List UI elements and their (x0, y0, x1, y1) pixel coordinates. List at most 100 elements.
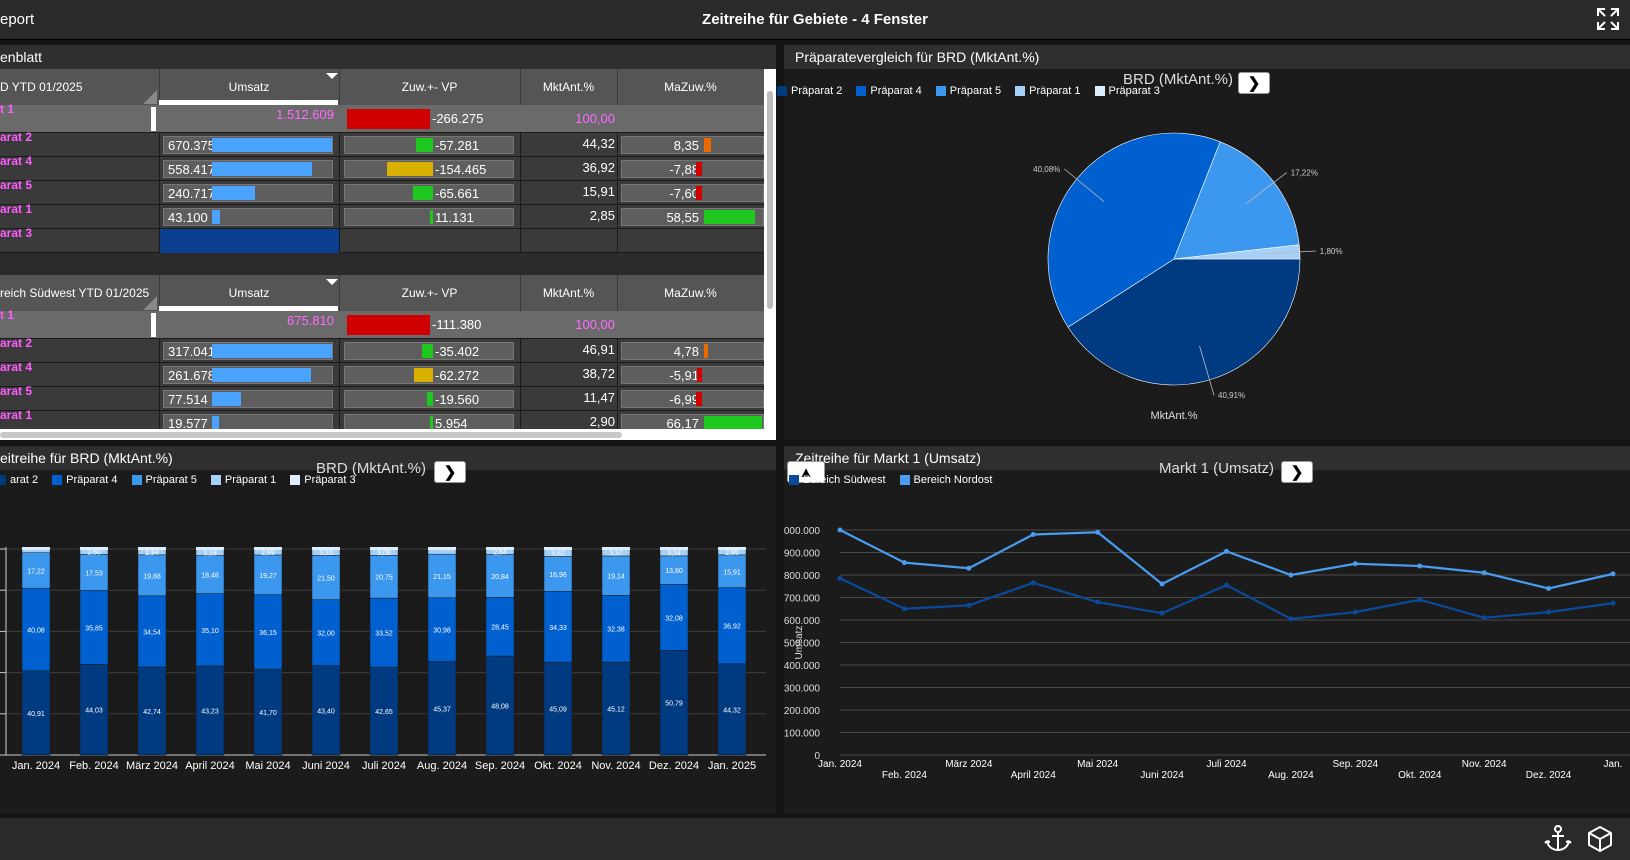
line-point[interactable] (1288, 572, 1294, 578)
line-point[interactable] (1030, 532, 1036, 537)
line-point[interactable] (966, 565, 972, 571)
next-chart-button[interactable]: ❯ (1238, 72, 1270, 94)
horizontal-scrollbar[interactable] (0, 429, 764, 440)
bar-segment[interactable] (369, 666, 399, 756)
next-chart-button[interactable]: ❯ (434, 461, 466, 483)
bar-segment[interactable] (659, 555, 689, 585)
bar-segment[interactable] (369, 597, 399, 668)
bar-segment[interactable] (717, 663, 747, 756)
legend-item[interactable]: Präparat 2 (777, 85, 842, 97)
bar-segment[interactable] (137, 595, 167, 668)
line-point[interactable] (1610, 600, 1616, 606)
column-header[interactable]: Zuw.+- VP (401, 286, 458, 300)
line-point[interactable] (1224, 548, 1229, 554)
scrollbar-thumb[interactable] (0, 432, 622, 438)
bar-segment[interactable] (485, 655, 515, 756)
cube-icon[interactable] (1585, 824, 1615, 854)
line-point[interactable] (1159, 581, 1165, 587)
line-point[interactable] (1224, 582, 1229, 588)
line-point[interactable] (1417, 563, 1423, 569)
bar-segment[interactable] (659, 584, 689, 651)
legend-item[interactable]: Bereich Südwest (789, 474, 886, 486)
scrollbar-thumb[interactable] (767, 91, 773, 309)
bar-segment[interactable] (137, 666, 167, 756)
dropdown-icon[interactable] (326, 73, 338, 79)
legend-item[interactable]: arat 2 (0, 474, 38, 486)
legend-item[interactable]: Präparat 1 (1015, 85, 1081, 97)
column-header[interactable]: MaZuw.% (664, 286, 717, 300)
line-point[interactable] (1417, 597, 1423, 603)
legend-item[interactable]: Präparat 3 (290, 474, 356, 486)
mazuw-bar (696, 392, 702, 406)
bar-segment[interactable] (79, 590, 109, 665)
bar-segment[interactable] (543, 556, 573, 592)
bar-segment[interactable] (253, 554, 283, 595)
bar-segment[interactable] (21, 670, 51, 756)
line-point[interactable] (1481, 615, 1487, 621)
line-point[interactable] (901, 560, 907, 566)
bar-segment[interactable] (659, 650, 689, 756)
anchor-icon[interactable] (1543, 824, 1573, 854)
legend-item[interactable]: Präparat 5 (131, 474, 197, 486)
bar-segment[interactable] (253, 594, 283, 670)
legend-item[interactable]: Präparat 4 (856, 85, 922, 97)
bar-segment[interactable] (21, 552, 51, 589)
column-header[interactable]: MktAnt.% (542, 80, 595, 94)
vertical-scrollbar[interactable] (764, 69, 776, 429)
bar-segment[interactable] (195, 593, 225, 667)
line-point[interactable] (1159, 610, 1165, 616)
corner-resize-handle[interactable] (143, 296, 157, 310)
umsatz-value: 675.810 (287, 313, 334, 328)
line-point[interactable] (1352, 609, 1358, 615)
line-point[interactable] (1546, 609, 1552, 615)
x-tick-label: Aug. 2024 (1268, 770, 1314, 781)
line-point[interactable] (1030, 580, 1036, 586)
panel-line-chart: Zeitreihe für Markt 1 (Umsatz) ▲ Markt 1… (784, 446, 1630, 814)
column-header[interactable]: Umsatz (228, 80, 270, 94)
dropdown-icon[interactable] (326, 279, 338, 285)
legend-item[interactable]: Präparat 1 (210, 474, 276, 486)
bar-segment[interactable] (79, 664, 109, 756)
legend-item[interactable]: Bereich Nordost (899, 474, 992, 486)
bar-segment[interactable] (21, 587, 51, 671)
row-marker (151, 313, 156, 337)
bar-segment[interactable] (543, 661, 573, 756)
line-point[interactable] (837, 575, 843, 581)
column-header[interactable]: Umsatz (228, 286, 270, 300)
bar-segment[interactable] (253, 668, 283, 756)
fullscreen-icon[interactable] (1596, 7, 1620, 31)
corner-resize-handle[interactable] (143, 90, 157, 104)
bar-segment[interactable] (137, 554, 167, 597)
legend-item[interactable]: Präparat 4 (52, 474, 118, 486)
column-header[interactable]: MaZuw.% (664, 80, 717, 94)
panel-title: Zeitreihe für Markt 1 (Umsatz) (795, 450, 981, 466)
line-point[interactable] (837, 527, 843, 533)
line-point[interactable] (1546, 586, 1552, 591)
bar-segment[interactable] (485, 597, 515, 657)
bar-segment[interactable] (717, 554, 747, 588)
column-header[interactable]: Zuw.+- VP (401, 80, 458, 94)
line-point[interactable] (1610, 571, 1616, 577)
next-chart-button[interactable]: ❯ (1281, 461, 1313, 483)
line-point[interactable] (1352, 561, 1358, 567)
line-point[interactable] (1095, 599, 1101, 605)
bar-segment[interactable] (601, 595, 631, 663)
legend-item[interactable]: Präparat 3 (1094, 85, 1160, 97)
line-point[interactable] (1288, 616, 1294, 622)
line-series[interactable] (839, 529, 1614, 590)
line-point[interactable] (1481, 570, 1487, 576)
bar-segment[interactable] (311, 665, 341, 756)
bar-segment[interactable] (311, 599, 341, 666)
bar-segment[interactable] (195, 555, 225, 594)
legend-item[interactable]: Präparat 5 (935, 85, 1001, 97)
bar-segment[interactable] (369, 555, 399, 599)
column-header[interactable]: MktAnt.% (542, 286, 595, 300)
bar-segment[interactable] (601, 555, 631, 596)
line-point[interactable] (901, 606, 907, 612)
line-point[interactable] (966, 602, 972, 608)
line-point[interactable] (1095, 529, 1101, 535)
bar-segment[interactable] (485, 554, 515, 598)
bar-segment[interactable] (601, 661, 631, 756)
bar-segment[interactable] (543, 591, 573, 663)
x-tick-label: März 2024 (945, 759, 993, 770)
